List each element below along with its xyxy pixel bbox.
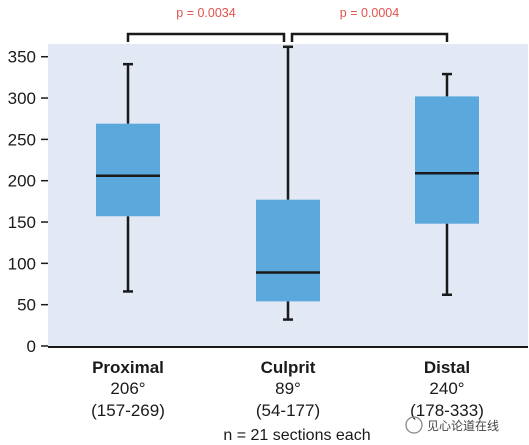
bracket-line xyxy=(126,32,286,42)
significance-brackets: p = 0.0034 p = 0.0004 xyxy=(126,6,449,42)
y-tick-label: 200 xyxy=(8,172,36,191)
category-range: (178-333) xyxy=(410,401,484,420)
boxes xyxy=(96,45,479,321)
category-label-proximal: Proximal 206° (157-269) xyxy=(91,358,165,420)
category-range: (54-177) xyxy=(256,401,320,420)
y-tick-label: 350 xyxy=(8,48,36,67)
category-median: 240° xyxy=(429,379,464,398)
y-tick-label: 300 xyxy=(8,89,36,108)
y-tick-label: 150 xyxy=(8,213,36,232)
y-axis-ticks: 0 50 100 150 200 250 300 350 xyxy=(8,48,48,356)
iqr-box xyxy=(415,96,479,224)
watermark-logo-icon xyxy=(405,416,423,434)
category-label-distal: Distal 240° (178-333) xyxy=(410,358,484,420)
category-median: 206° xyxy=(110,379,145,398)
bracket: p = 0.0034 xyxy=(126,6,286,42)
box-proximal xyxy=(96,62,160,293)
category-name: Distal xyxy=(424,358,470,377)
y-tick-label: 250 xyxy=(8,130,36,149)
category-name: Culprit xyxy=(261,358,316,377)
bracket: p = 0.0004 xyxy=(290,6,449,42)
y-tick-label: 50 xyxy=(17,296,36,315)
y-tick-label: 0 xyxy=(27,337,36,356)
bracket-line xyxy=(290,32,449,42)
iqr-box xyxy=(256,199,320,302)
p-value-label: p = 0.0034 xyxy=(176,6,235,20)
category-name: Proximal xyxy=(92,358,164,377)
footer-note: n = 21 sections each xyxy=(223,427,370,444)
box-distal xyxy=(415,72,479,297)
category-label-culprit: Culprit 89° (54-177) xyxy=(256,358,320,420)
p-value-label: p = 0.0004 xyxy=(340,6,399,20)
category-median: 89° xyxy=(275,379,301,398)
watermark: 见心论道在线 xyxy=(405,416,499,434)
box-culprit xyxy=(256,45,320,321)
watermark-text: 见心论道在线 xyxy=(427,419,499,433)
category-range: (157-269) xyxy=(91,401,165,420)
iqr-box xyxy=(96,123,160,217)
category-labels: Proximal 206° (157-269) Culprit 89° (54-177) D… xyxy=(91,358,484,420)
y-tick-label: 100 xyxy=(8,254,36,273)
